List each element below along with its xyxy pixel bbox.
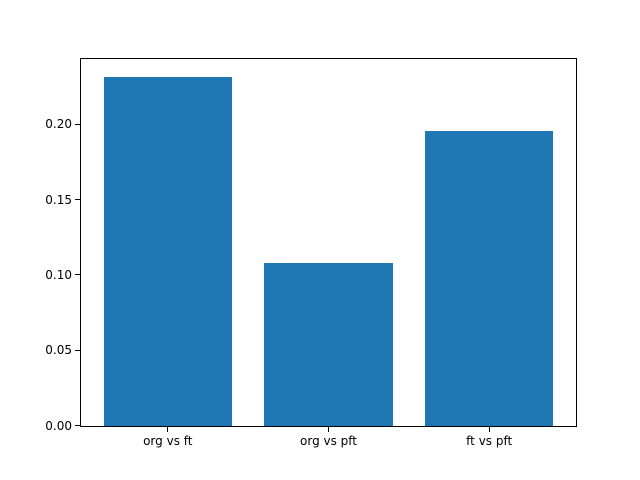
y-axis-tick (75, 199, 80, 201)
x-tick-label-ft-vs-pft: ft vs pft (466, 434, 513, 448)
y-axis-tick (75, 123, 80, 125)
x-tick-label-org-vs-ft: org vs ft (143, 434, 193, 448)
y-tick-label: 0.15 (45, 192, 72, 207)
y-axis-tick (75, 425, 80, 426)
bar-org-vs-ft (103, 76, 233, 426)
y-tick-label: 0.00 (45, 418, 72, 433)
y-axis-tick (75, 274, 80, 276)
x-axis-tick (488, 427, 490, 432)
x-tick-label-org-vs-pft: org vs pft (300, 434, 357, 448)
y-axis-tick (75, 349, 80, 351)
y-tick-label: 0.10 (45, 267, 72, 282)
bar-org-vs-pft (264, 263, 393, 426)
plot-area: 0.00 0.05 0.10 0.15 0.20 org vs ft org vs pft f… (45, 58, 577, 447)
y-tick-label: 0.05 (45, 343, 72, 358)
x-axis-tick (167, 427, 169, 432)
bar-ft-vs-pft (424, 130, 554, 426)
x-axis-tick (328, 427, 329, 432)
y-tick-label: 0.20 (45, 117, 72, 132)
